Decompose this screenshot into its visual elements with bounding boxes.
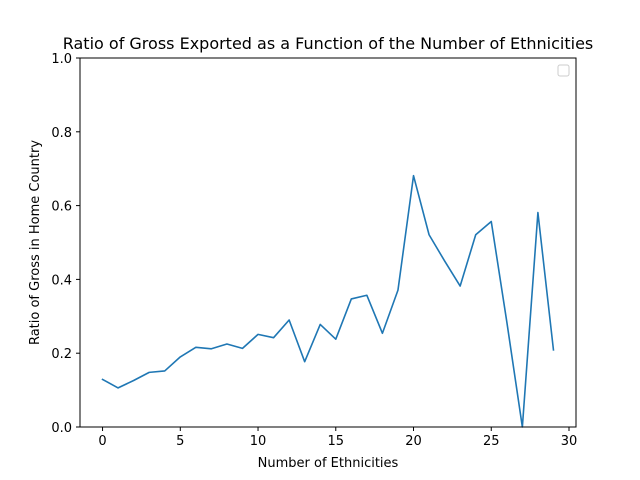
y-tick-label: 0.4 (51, 273, 72, 288)
x-tick-label: 30 (561, 434, 578, 449)
plot-area (80, 58, 576, 427)
axes-spines (79, 57, 577, 428)
y-tick-label: 0.8 (51, 126, 72, 141)
axes (80, 58, 576, 427)
x-tick-label: 15 (328, 434, 345, 449)
series-group (101, 174, 555, 428)
y-tick-label: 0.2 (51, 347, 72, 362)
x-tick-label: 20 (405, 434, 422, 449)
y-axis-ticks: 0.0 0.2 0.4 0.6 0.8 1.0 (51, 52, 80, 436)
series-line (101, 174, 555, 428)
x-tick-label: 5 (176, 434, 184, 449)
x-tick-label: 25 (483, 434, 500, 449)
chart-title: Ratio of Gross Exported as a Function of… (63, 34, 594, 53)
x-tick-label: 0 (98, 434, 106, 449)
x-axis-ticks: 0 5 10 15 20 25 30 (98, 427, 577, 449)
y-axis-label: Ratio of Gross in Home Country (28, 140, 43, 345)
plot-frame (79, 57, 577, 428)
legend (557, 64, 570, 77)
y-tick-label: 0.6 (51, 200, 72, 215)
y-tick-label: 0.0 (51, 421, 72, 436)
x-axis-label: Number of Ethnicities (258, 456, 399, 471)
y-tick-label: 1.0 (51, 52, 72, 67)
x-tick-label: 10 (250, 434, 267, 449)
